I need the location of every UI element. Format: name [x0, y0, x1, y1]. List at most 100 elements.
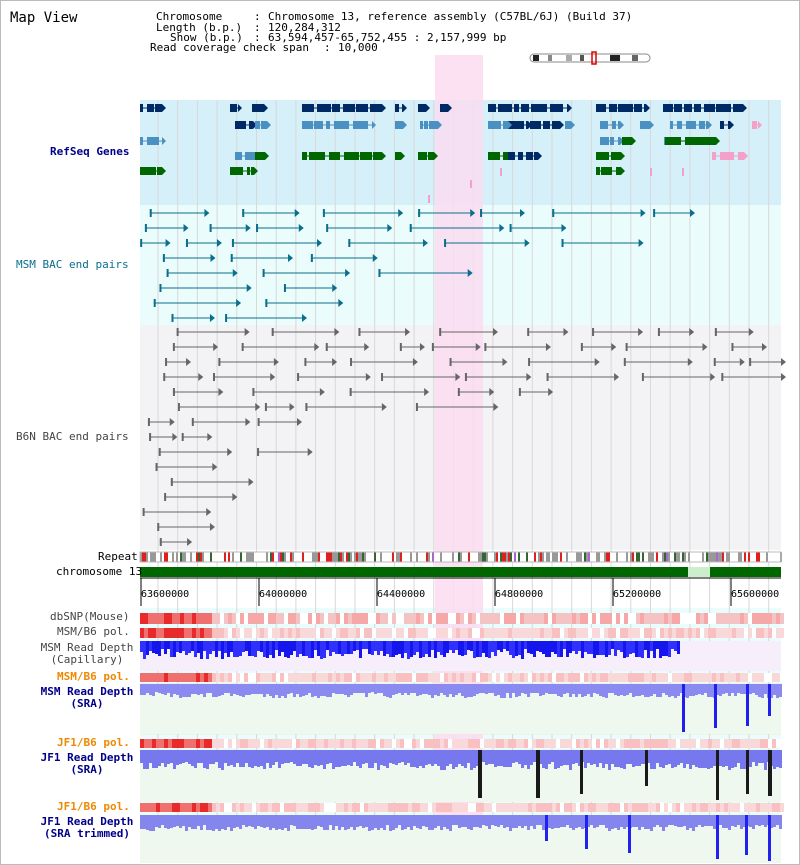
heat-cell — [184, 673, 188, 682]
heat-cell — [516, 803, 520, 812]
depth-bar — [419, 684, 422, 695]
gene-exon — [317, 104, 331, 112]
depth-bar — [404, 684, 407, 693]
heat-cell — [600, 803, 604, 812]
depth-bar — [212, 684, 215, 697]
heat-cell — [356, 739, 360, 748]
track-label-msm-bac[interactable]: MSM BAC end pairs — [16, 258, 129, 271]
heat-cell — [532, 628, 536, 638]
depth-bar — [239, 684, 242, 696]
gene-exon — [674, 104, 682, 112]
gene-exon — [531, 104, 547, 112]
heat-cell — [424, 739, 428, 748]
depth-bar — [314, 815, 317, 829]
bac-end-left — [518, 388, 521, 396]
heat-cell — [568, 613, 572, 624]
track-label-dbsnp[interactable]: dbSNP(Mouse) — [50, 610, 130, 623]
depth-bar — [392, 750, 395, 764]
depth-bar — [215, 641, 218, 657]
depth-bar — [644, 684, 647, 697]
heat-cell — [248, 613, 252, 624]
heat-cell — [532, 803, 536, 812]
axis-tick-label: 65200000 — [613, 589, 662, 600]
bac-end-right — [424, 388, 430, 396]
depth-bar — [251, 815, 254, 827]
depth-bar — [248, 641, 251, 656]
track-label-refseq[interactable]: RefSeq Genes — [50, 145, 130, 158]
depth-bar — [530, 684, 533, 693]
depth-bar — [632, 684, 635, 697]
gene-exon — [634, 104, 642, 112]
bac-end-right — [594, 358, 600, 366]
depth-bar — [464, 641, 467, 655]
depth-bar — [383, 815, 386, 830]
heat-cell — [684, 628, 688, 638]
heat-cell — [148, 613, 152, 624]
track-label-msm-depth-capillary[interactable]: MSM Read Depth (Capillary) — [40, 641, 134, 666]
depth-bar — [674, 815, 677, 826]
length-label: Length (b.p.) — [156, 21, 243, 34]
depth-bar — [404, 641, 407, 653]
repeat-element — [282, 552, 284, 562]
track-label-jf1-depth-sra[interactable]: JF1 Read Depth (SRA) — [40, 751, 134, 776]
gene-strand-arrow — [265, 152, 269, 160]
track-label-msm-b6-pol-2[interactable]: MSM/B6 pol. — [57, 670, 130, 683]
repeat-element — [462, 552, 464, 562]
heat-cell — [476, 739, 480, 748]
repeat-element — [638, 552, 640, 562]
ideogram-band — [533, 55, 539, 61]
repeat-element — [564, 552, 566, 562]
depth-bar — [668, 750, 671, 764]
track-label-b6n-bac[interactable]: B6N BAC end pairs — [16, 430, 129, 443]
track-label-repeat[interactable]: Repeat — [98, 550, 138, 563]
depth-bar — [560, 641, 563, 657]
depth-bar — [533, 641, 536, 657]
heat-cell — [484, 803, 488, 812]
repeat-element — [272, 552, 274, 562]
track-label-jf1-depth-trimmed[interactable]: JF1 Read Depth (SRA trimmed) — [40, 815, 134, 840]
gene-exon — [618, 121, 620, 129]
depth-bar — [308, 750, 311, 767]
depth-bar — [653, 641, 656, 658]
repeat-element — [372, 552, 374, 562]
heat-cell — [308, 739, 312, 748]
track-label-msm-depth-sra[interactable]: MSM Read Depth (SRA) — [40, 685, 134, 710]
depth-bar — [536, 641, 539, 651]
depth-bar — [284, 815, 287, 828]
heat-cell — [472, 739, 476, 748]
heat-cell — [656, 673, 660, 682]
depth-bar — [473, 641, 476, 658]
repeat-element — [238, 552, 240, 562]
heat-cell — [576, 628, 580, 638]
depth-bar — [353, 684, 356, 693]
heat-cell — [436, 613, 440, 624]
bac-end-right — [248, 478, 254, 486]
repeat-element — [264, 552, 266, 562]
track-label-msm-b6-pol-1[interactable]: MSM/B6 pol. — [57, 625, 130, 638]
repeat-element — [318, 552, 320, 562]
depth-bar — [386, 750, 389, 768]
heat-cell — [340, 613, 344, 624]
gene-exon — [752, 121, 757, 129]
depth-bar — [665, 684, 668, 695]
gene-exon — [230, 167, 243, 175]
heat-cell — [388, 628, 392, 638]
depth-bar — [479, 815, 482, 828]
depth-bar — [344, 815, 347, 830]
gene-strand-arrow — [571, 121, 575, 129]
bac-end-left — [163, 373, 166, 381]
track-label-jf1-b6-pol-1[interactable]: JF1/B6 pol. — [57, 736, 130, 749]
depth-bar — [383, 750, 386, 766]
heat-cell — [504, 628, 508, 638]
depth-bar — [551, 750, 554, 762]
gene-exon — [728, 121, 730, 129]
depth-bar — [428, 815, 431, 830]
depth-bar — [527, 641, 530, 653]
depth-bar — [428, 684, 431, 695]
depth-bar — [287, 641, 290, 658]
track-label-jf1-b6-pol-2[interactable]: JF1/B6 pol. — [57, 800, 130, 813]
depth-bar — [527, 815, 530, 830]
depth-bar — [260, 750, 263, 766]
bac-end-left — [176, 328, 179, 336]
